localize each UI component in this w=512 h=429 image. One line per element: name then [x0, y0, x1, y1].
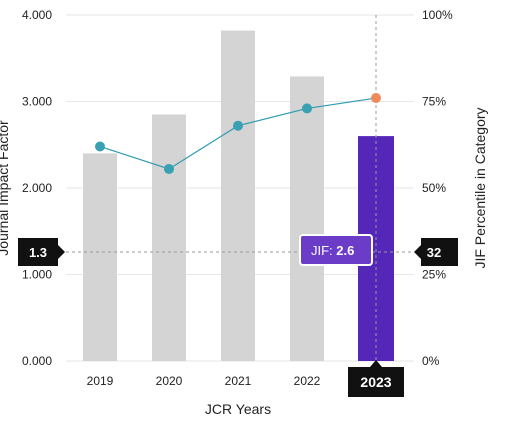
percentile-point [302, 103, 312, 114]
x-tick-label: 2022 [294, 374, 321, 388]
percentile-point [164, 163, 174, 174]
jif-tooltip [299, 234, 373, 266]
bar [83, 153, 117, 361]
jif-tooltip-value: 2.6 [336, 243, 354, 258]
y-tick-label-left: 2.000 [22, 181, 52, 195]
x-highlight-badge [348, 367, 404, 397]
y-tick-label-left: 1.000 [22, 268, 52, 282]
y-tick-label-right: 25% [422, 268, 446, 282]
left-value-badge [18, 238, 58, 266]
percentile-point [95, 141, 105, 152]
y-axis-title-left: Journal Impact Factor [0, 120, 11, 256]
x-highlight-badge-pointer [370, 360, 382, 367]
left-value-label: 1.3 [29, 245, 47, 260]
y-tick-label-right: 0% [422, 354, 440, 368]
y-tick-label-right: 100% [422, 8, 453, 22]
right-value-badge [421, 238, 458, 266]
y-tick-label-left: 0.000 [22, 354, 52, 368]
x-tick-label: 2020 [156, 374, 183, 388]
percentile-point [233, 120, 243, 131]
bar [290, 76, 324, 361]
y-tick-label-right: 50% [422, 181, 446, 195]
y-tick-label-left: 3.000 [22, 95, 52, 109]
bar [221, 30, 255, 361]
right-value-label: 32 [427, 245, 441, 260]
y-tick-label-right: 75% [422, 95, 446, 109]
bar [152, 114, 186, 361]
x-axis-title: JCR Years [205, 401, 271, 417]
jif-tooltip-prefix: JIF: [311, 243, 336, 258]
x-tick-label: 2019 [87, 374, 114, 388]
jif-tooltip-text: JIF: 2.6 [311, 243, 354, 258]
x-tick-label: 2021 [225, 374, 252, 388]
right-value-badge-pointer [414, 245, 421, 259]
y-axis-title-right: JIF Percentile in Category [472, 107, 488, 268]
x-highlight-label: 2023 [360, 374, 391, 390]
left-value-badge-pointer [58, 245, 65, 259]
y-tick-label-left: 4.000 [22, 8, 52, 22]
percentile-point-highlight [371, 93, 381, 104]
